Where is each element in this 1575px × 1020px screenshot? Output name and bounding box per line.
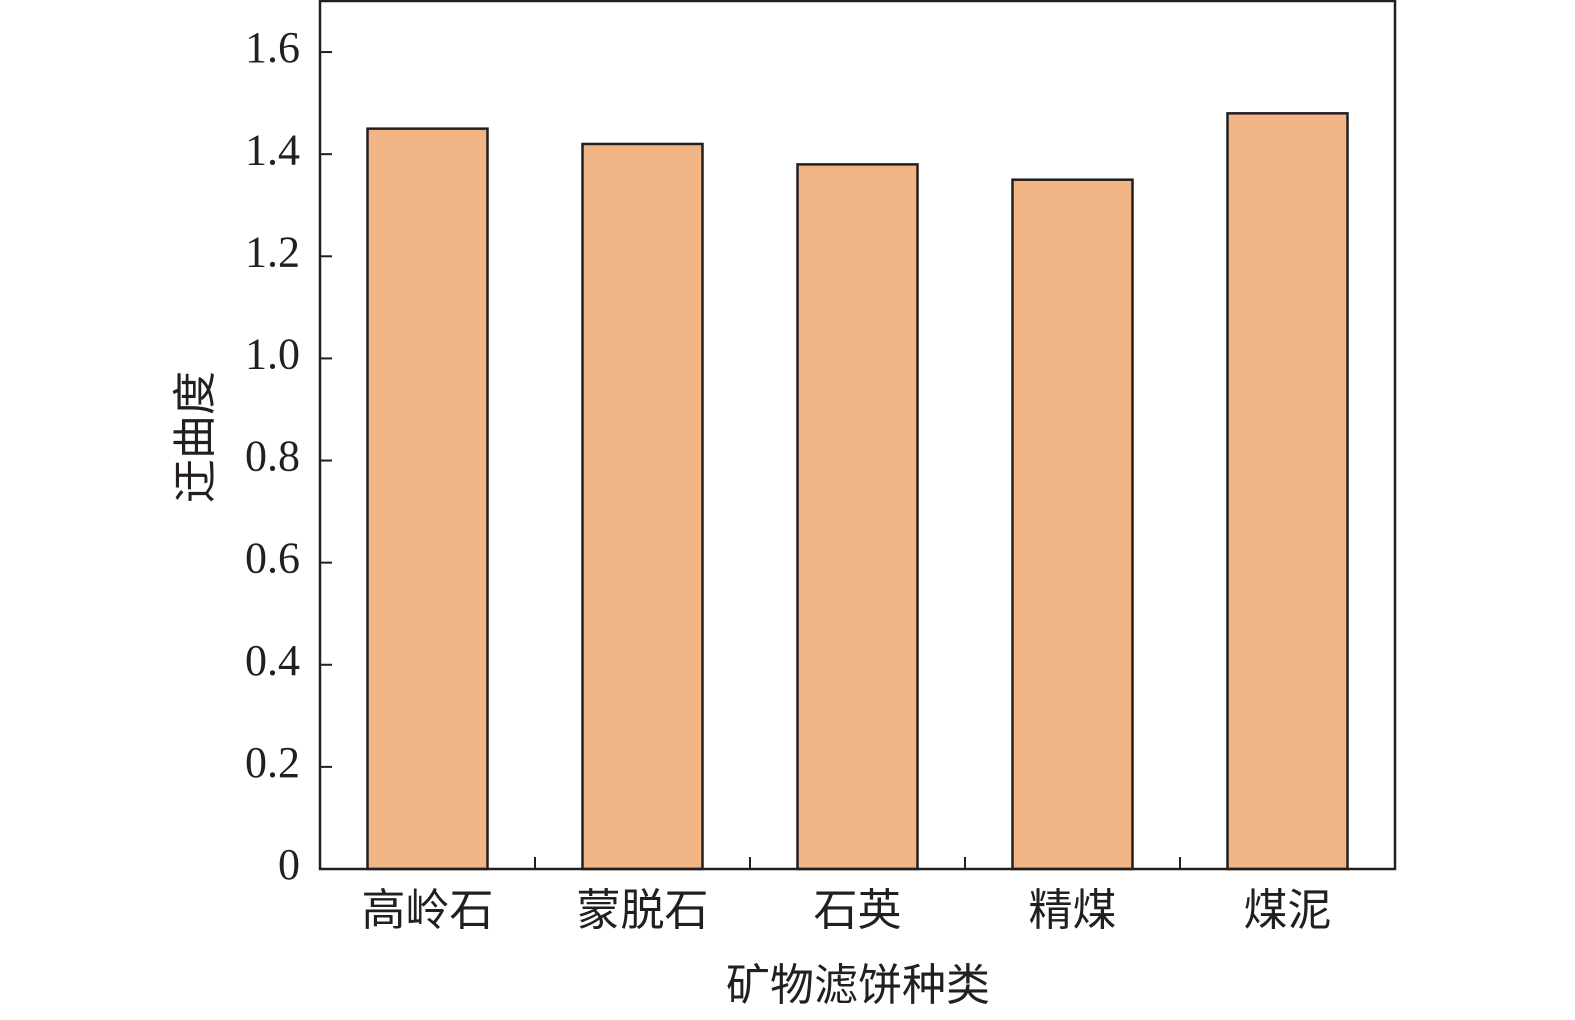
y-tick-label: 1.6 — [245, 23, 300, 72]
y-tick-label: 0.6 — [245, 534, 300, 583]
x-tick-label: 精煤 — [1029, 886, 1117, 935]
y-tick-label: 1.0 — [245, 330, 300, 379]
y-tick-label: 1.4 — [245, 125, 300, 174]
bar — [796, 163, 919, 871]
y-tick-label: 0.8 — [245, 432, 300, 481]
y-axis-title: 迂曲度 — [171, 371, 220, 503]
x-tick-label: 煤泥 — [1244, 886, 1332, 935]
bar — [1226, 112, 1349, 871]
bar — [1011, 178, 1134, 871]
y-tick-label: 1.2 — [245, 227, 300, 276]
x-tick-label: 高岭石 — [362, 886, 494, 935]
x-tick-label: 蒙脱石 — [577, 886, 709, 935]
plot-frame — [318, 0, 1397, 871]
bar — [581, 142, 704, 871]
y-tick-label: 0.2 — [245, 738, 300, 787]
x-axis-title: 矿物滤饼种类 — [726, 961, 990, 1010]
bar — [366, 127, 489, 871]
y-tick-label: 0 — [278, 840, 300, 889]
x-tick-label: 石英 — [814, 886, 902, 935]
y-tick-label: 0.4 — [245, 636, 300, 685]
